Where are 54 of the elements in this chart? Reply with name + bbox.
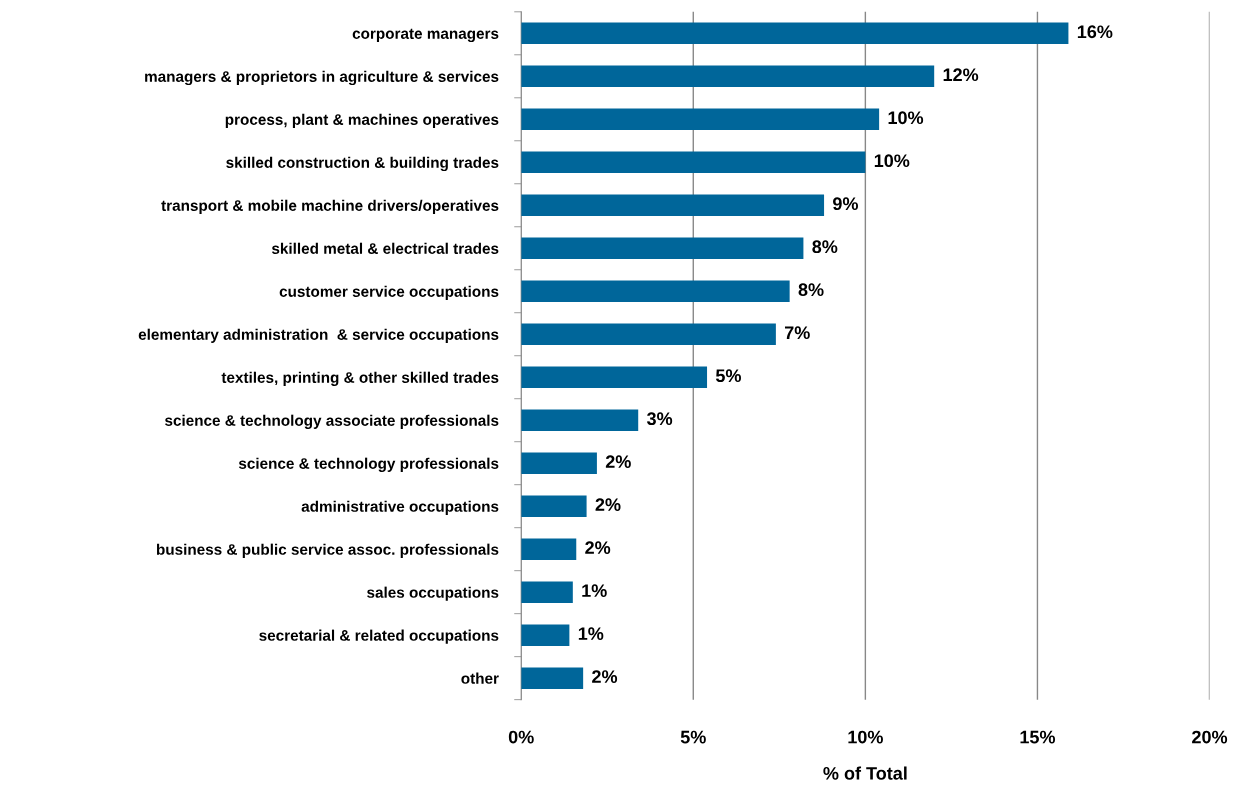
y-tick-label: skilled construction & building trades	[226, 156, 499, 172]
y-tick-label: skilled metal & electrical trades	[271, 242, 499, 254]
data-label: 7%	[784, 326, 810, 340]
y-tick-label: process, plant & machines operatives	[225, 113, 499, 128]
data-label: 2%	[605, 455, 631, 469]
bar	[521, 366, 708, 388]
bar	[521, 65, 935, 88]
data-label: 12%	[943, 68, 979, 82]
bar	[521, 538, 577, 560]
x-axis-title: % of Total	[823, 766, 907, 780]
y-tick-label: transport & mobile machine drivers/operatives	[161, 199, 499, 214]
bar	[521, 194, 825, 217]
data-label: 2%	[585, 541, 611, 554]
bar	[521, 667, 584, 689]
bar	[521, 323, 776, 345]
data-label: 10%	[888, 111, 924, 125]
data-label: 5%	[715, 369, 741, 383]
x-tick-label: 20%	[1192, 730, 1228, 744]
data-label: 3%	[646, 412, 673, 426]
data-label: 1%	[582, 584, 607, 597]
bar	[521, 495, 587, 517]
y-tick-label: science & technology associate professionals	[165, 414, 499, 429]
x-tick-label: 15%	[1020, 730, 1056, 744]
bar	[521, 452, 597, 474]
bar	[521, 280, 790, 302]
x-tick-label: 0%	[508, 730, 534, 744]
y-tick-label: sales occupations	[367, 586, 499, 601]
data-label: 16%	[1077, 25, 1113, 39]
bar	[521, 624, 570, 646]
bar	[521, 151, 866, 174]
y-tick-label: other	[461, 672, 499, 684]
y-tick-label: secretarial & related occupations	[259, 629, 499, 644]
data-label: 1%	[578, 627, 604, 640]
data-label: 8%	[812, 240, 838, 254]
y-tick-label: managers & proprietors in agriculture & services	[145, 70, 499, 86]
bar	[521, 409, 639, 431]
x-tick-label: 5%	[680, 730, 706, 744]
y-tick-label: science & technology professionals	[238, 457, 499, 472]
data-label: 10%	[874, 154, 910, 168]
bar	[521, 108, 880, 131]
bar	[521, 581, 573, 603]
y-tick-label: administrative occupations	[301, 500, 499, 515]
y-tick-label: textiles, printing & other skilled trades	[221, 371, 499, 386]
y-tick-label: business & public service assoc. professionals	[156, 543, 499, 558]
data-label: 2%	[595, 498, 621, 511]
x-tick-label: 10%	[848, 730, 883, 744]
y-tick-label: corporate managers	[352, 28, 499, 43]
y-tick-label: customer service occupations	[279, 285, 499, 300]
bar	[521, 22, 1069, 45]
y-tick-label: elementary administration & service occupations	[138, 328, 499, 343]
data-label: 9%	[833, 197, 859, 211]
data-label: 2%	[592, 670, 618, 683]
bar	[521, 237, 804, 259]
data-label: 8%	[798, 283, 824, 297]
